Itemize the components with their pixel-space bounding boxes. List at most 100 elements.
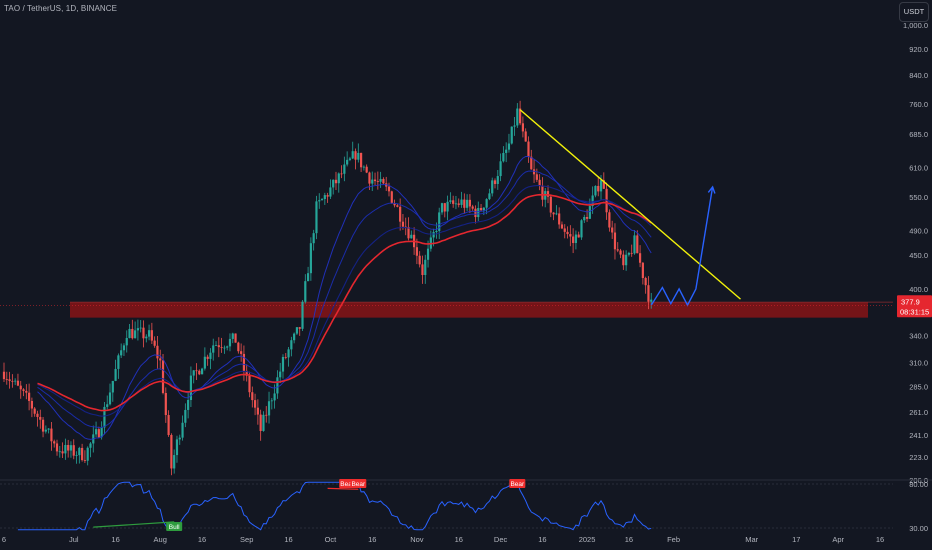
candle	[346, 159, 349, 165]
candle	[36, 413, 39, 417]
candle	[103, 406, 106, 428]
candle	[558, 213, 561, 225]
price-tick-label: 400.0	[909, 285, 928, 294]
candle	[142, 327, 145, 339]
candle	[644, 277, 647, 286]
candle	[390, 191, 393, 204]
descending-trendline	[519, 109, 741, 300]
candle	[128, 328, 131, 339]
candle	[262, 414, 265, 431]
candle	[25, 390, 28, 393]
time-tick-label: 16	[111, 535, 119, 544]
support-zone	[70, 302, 868, 318]
time-tick-label: Aug	[154, 535, 167, 544]
candle	[125, 338, 128, 346]
price-tick-label: 241.0	[909, 431, 928, 440]
candle	[167, 415, 170, 435]
candle	[502, 152, 505, 162]
candle	[108, 392, 112, 405]
candle	[368, 172, 371, 184]
candle	[340, 173, 343, 175]
candle	[337, 173, 340, 184]
price-tick-label: 223.0	[909, 453, 928, 462]
candle	[549, 196, 552, 213]
currency-button[interactable]: USDT	[899, 2, 929, 22]
time-tick-label: 17	[792, 535, 800, 544]
candle	[496, 176, 499, 184]
candle	[468, 199, 471, 207]
candle	[485, 199, 488, 208]
candle	[320, 199, 324, 201]
time-tick-label: Sep	[240, 535, 253, 544]
candle	[532, 169, 536, 175]
time-tick-label: 16	[876, 535, 884, 544]
candle	[555, 213, 558, 215]
candle	[47, 428, 50, 430]
countdown-label: 08:31:15	[900, 307, 929, 316]
candle	[421, 264, 424, 276]
current-price-badge	[897, 295, 932, 318]
candle	[619, 250, 622, 255]
candle	[64, 444, 67, 454]
candle	[304, 281, 307, 302]
rsi-signal-badge	[350, 479, 367, 488]
candles-group	[2, 100, 653, 476]
candle	[538, 179, 541, 186]
candle	[120, 350, 123, 356]
candle	[41, 419, 45, 432]
candle	[234, 333, 237, 343]
time-tick-label: 6	[2, 535, 6, 544]
candle	[438, 212, 441, 231]
rsi-signal-badge	[166, 522, 183, 531]
candle	[622, 254, 625, 266]
candle	[638, 253, 642, 263]
price-tick-label: 450.0	[909, 251, 928, 260]
candle	[597, 185, 600, 192]
candle	[212, 345, 215, 353]
candle	[134, 330, 137, 339]
candle	[117, 355, 120, 369]
candle	[641, 262, 644, 278]
candle	[114, 368, 117, 381]
candle	[22, 389, 25, 391]
candle	[309, 243, 312, 274]
rsi-signal-label: Bear	[510, 481, 525, 488]
candle	[493, 180, 497, 184]
candle	[552, 212, 555, 215]
candle	[281, 356, 285, 372]
candle	[443, 203, 446, 212]
candle	[251, 392, 254, 401]
candle	[2, 371, 6, 380]
candle	[580, 220, 583, 238]
candle	[583, 216, 586, 221]
price-tick-label: 1,000.0	[903, 21, 928, 30]
bull-divergence-line	[93, 521, 175, 528]
ema-long-line	[37, 193, 652, 412]
candle	[574, 234, 578, 243]
candle	[354, 151, 357, 160]
candle	[449, 200, 452, 202]
candle	[613, 232, 617, 250]
candle	[228, 338, 232, 347]
time-tick-label: 16	[625, 535, 633, 544]
candle	[94, 429, 98, 435]
candle	[295, 327, 299, 334]
candle	[5, 379, 8, 380]
candle	[78, 447, 81, 456]
candle	[301, 301, 304, 329]
time-tick-label: 16	[198, 535, 206, 544]
candle	[326, 195, 329, 197]
rsi-signal-label: Bear	[340, 481, 355, 488]
candle	[253, 400, 257, 408]
candle	[97, 429, 100, 438]
candle	[591, 195, 594, 207]
candle	[396, 205, 399, 207]
candle	[315, 201, 318, 234]
candle	[189, 375, 193, 400]
candle	[373, 179, 377, 182]
candle	[170, 434, 173, 469]
candle	[351, 151, 354, 159]
candle	[175, 439, 179, 456]
time-tick-label: Oct	[325, 535, 338, 544]
